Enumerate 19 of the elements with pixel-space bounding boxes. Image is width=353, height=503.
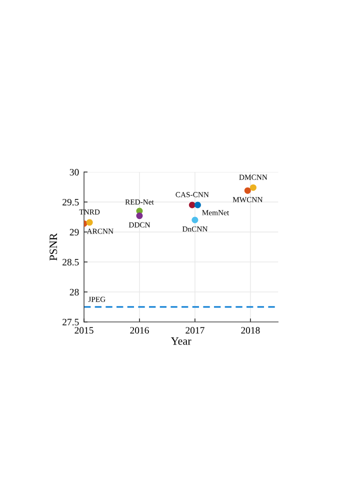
y-tick-label: 28 <box>70 288 79 296</box>
y-axis-title: PSNR <box>50 233 58 261</box>
point <box>250 184 256 191</box>
x-tick-label: 2015 <box>74 327 94 334</box>
point <box>86 219 93 226</box>
point <box>136 212 143 220</box>
y-tick-label: 28.5 <box>62 258 79 266</box>
point <box>192 216 198 224</box>
point <box>244 187 251 194</box>
y-tick-label: 29 <box>70 228 79 236</box>
y-tick-label: 29.5 <box>62 198 79 206</box>
x-axis-title: Year <box>170 337 192 345</box>
y-tick-label: 30 <box>70 168 79 176</box>
point <box>194 202 201 208</box>
x-tick-label: 2017 <box>186 327 204 334</box>
point <box>188 202 196 208</box>
y-tick-label: 27.5 <box>62 318 79 326</box>
x-tick-label: 2016 <box>130 327 149 334</box>
x-tick-label: 2018 <box>241 327 260 334</box>
